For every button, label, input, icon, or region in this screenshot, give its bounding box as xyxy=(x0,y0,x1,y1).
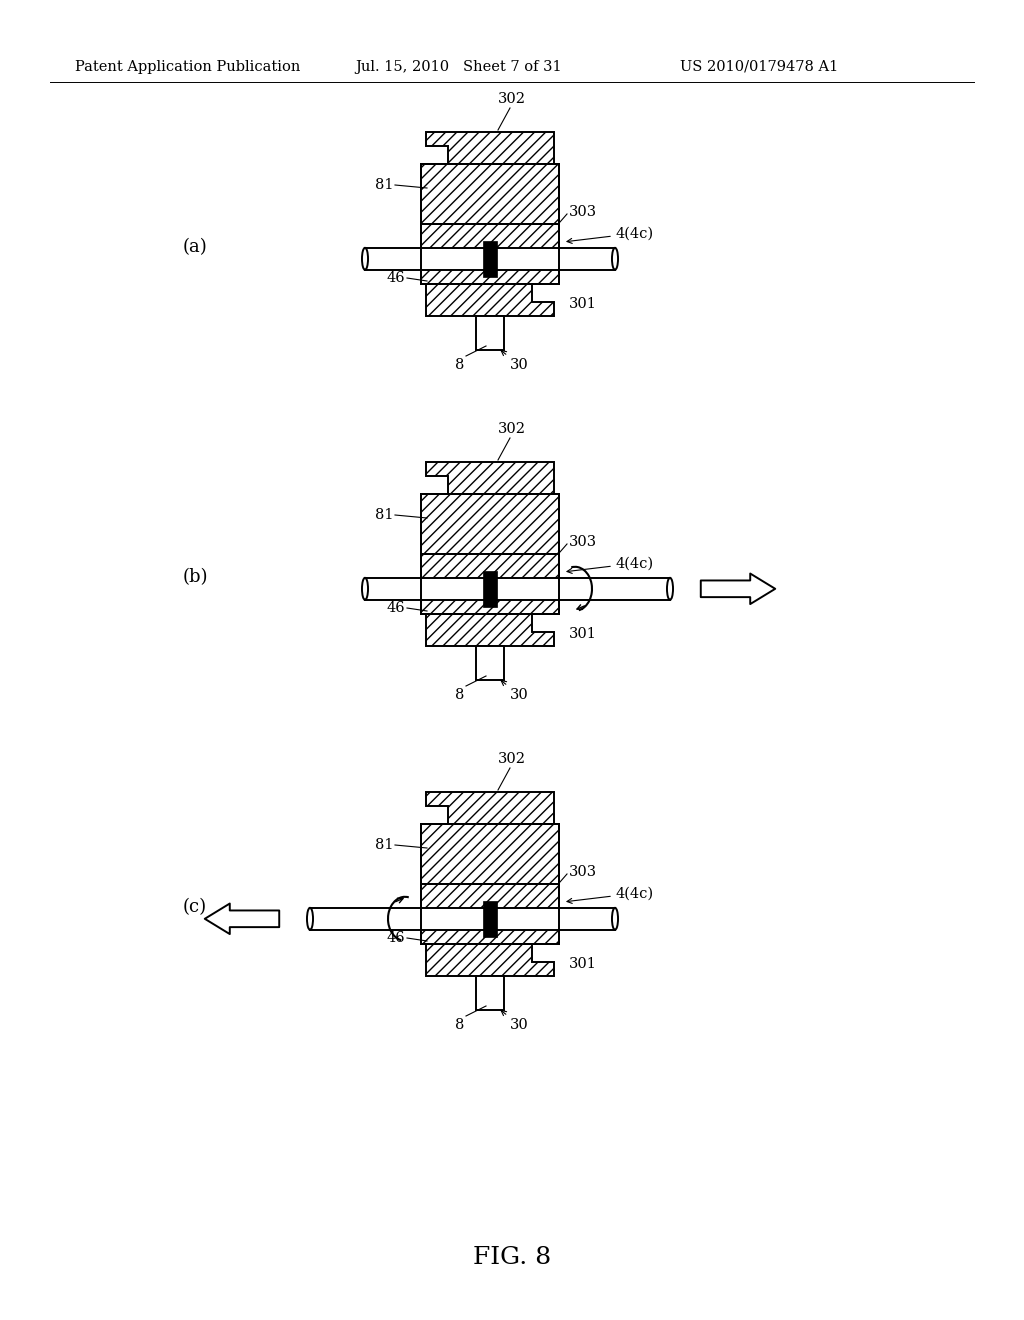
Text: 301: 301 xyxy=(569,957,597,970)
Text: 30: 30 xyxy=(510,688,528,702)
Ellipse shape xyxy=(361,578,368,599)
Ellipse shape xyxy=(361,248,368,269)
Text: 301: 301 xyxy=(569,297,597,310)
Text: 4(4c): 4(4c) xyxy=(615,227,653,242)
Text: 302: 302 xyxy=(498,422,526,436)
Text: 81: 81 xyxy=(375,178,393,191)
Bar xyxy=(365,248,615,269)
Text: 303: 303 xyxy=(569,535,597,549)
Text: 8: 8 xyxy=(455,688,464,702)
Text: 4(4c): 4(4c) xyxy=(615,887,653,902)
Text: 8: 8 xyxy=(455,1018,464,1032)
Text: 81: 81 xyxy=(375,838,393,851)
Bar xyxy=(483,570,497,607)
Ellipse shape xyxy=(307,908,313,929)
Bar xyxy=(476,975,504,1010)
Text: FIG. 8: FIG. 8 xyxy=(473,1246,551,1270)
Text: 8: 8 xyxy=(455,358,464,372)
Bar xyxy=(421,494,559,554)
Text: (c): (c) xyxy=(183,898,207,916)
Text: 302: 302 xyxy=(498,752,526,766)
Text: (b): (b) xyxy=(182,568,208,586)
Polygon shape xyxy=(426,792,554,824)
FancyArrowPatch shape xyxy=(700,573,775,605)
Polygon shape xyxy=(426,284,554,315)
Bar xyxy=(421,554,559,614)
Text: 303: 303 xyxy=(569,205,597,219)
Text: Patent Application Publication: Patent Application Publication xyxy=(75,59,300,74)
Bar xyxy=(421,224,559,284)
Text: 302: 302 xyxy=(498,92,526,106)
Bar xyxy=(476,645,504,680)
Text: US 2010/0179478 A1: US 2010/0179478 A1 xyxy=(680,59,839,74)
Polygon shape xyxy=(426,614,554,645)
Bar xyxy=(421,824,559,884)
Bar xyxy=(421,884,559,944)
Polygon shape xyxy=(426,132,554,164)
Bar xyxy=(310,908,615,929)
Ellipse shape xyxy=(612,908,618,929)
Bar xyxy=(483,240,497,277)
Bar xyxy=(421,164,559,224)
Text: 46: 46 xyxy=(386,931,406,945)
Text: 4(4c): 4(4c) xyxy=(615,557,653,572)
Ellipse shape xyxy=(612,248,618,269)
Polygon shape xyxy=(426,944,554,975)
Text: 303: 303 xyxy=(569,865,597,879)
Bar xyxy=(476,315,504,350)
Text: 30: 30 xyxy=(510,358,528,372)
Text: 301: 301 xyxy=(569,627,597,640)
Text: 46: 46 xyxy=(386,601,406,615)
FancyArrowPatch shape xyxy=(205,903,280,935)
Bar xyxy=(365,578,670,599)
Text: 46: 46 xyxy=(386,271,406,285)
Polygon shape xyxy=(426,462,554,494)
Text: 81: 81 xyxy=(375,508,393,521)
Text: (a): (a) xyxy=(182,238,208,256)
Text: 30: 30 xyxy=(510,1018,528,1032)
Text: Jul. 15, 2010   Sheet 7 of 31: Jul. 15, 2010 Sheet 7 of 31 xyxy=(355,59,561,74)
Bar xyxy=(483,900,497,937)
Ellipse shape xyxy=(667,578,673,599)
